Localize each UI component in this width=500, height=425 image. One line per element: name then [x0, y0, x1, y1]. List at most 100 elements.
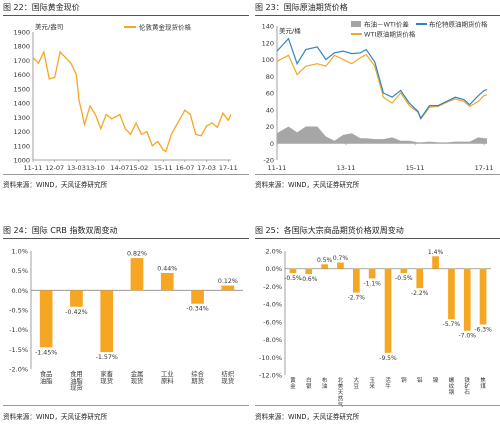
x-tick-label: 12-07 — [45, 164, 64, 172]
y-tick-label: -4.0% — [263, 301, 282, 309]
bar-commodity — [353, 268, 360, 293]
data-label: -0.6% — [300, 276, 318, 283]
source-rule — [255, 405, 500, 406]
data-label: 0.44% — [157, 266, 177, 273]
bar-commodity — [448, 268, 455, 320]
data-label: 0.82% — [127, 251, 147, 258]
y-tick-label: 2.0% — [265, 248, 282, 256]
bar-commodity — [479, 268, 487, 325]
data-label: -0.5% — [284, 275, 302, 282]
y-tick-label: 20 — [266, 123, 274, 131]
figure-title: 图 25：各国际大宗商品期货价格双周变动 — [255, 226, 404, 235]
figure-gold: 图 22：国际黄金现价 美元/盎司 1000 1100 1200 1300 1400 150… — [3, 2, 249, 192]
category-label: 焦煤 — [480, 376, 486, 390]
data-label: 1.4% — [428, 249, 444, 256]
y-tick-label: 1800 — [13, 43, 30, 51]
category-label: 布油 — [322, 376, 328, 390]
bar-crb — [130, 258, 144, 291]
category-label: 玉米 — [369, 377, 375, 390]
x-tick-label: 15-11 — [406, 164, 425, 172]
figure-source: 资料来源：WIND，天风证券研究所 — [3, 413, 108, 421]
bar-crb — [70, 290, 83, 307]
title-rule — [255, 15, 500, 16]
y-tick-label: 1600 — [13, 71, 30, 79]
category-label: 铝 — [417, 376, 423, 384]
y-tick-label: 1000 — [13, 157, 30, 165]
figure-source: 资料来源：WIND，天风证券研究所 — [3, 181, 108, 189]
category-label: 工业原料 — [161, 369, 174, 385]
legend-label: 布油－WTI价差 — [364, 20, 409, 29]
y-tick-label: 0.0% — [265, 265, 282, 273]
y-tick-label: 40 — [266, 106, 274, 114]
category-label: 纺织现货 — [222, 369, 235, 385]
y-tick-label: -1.5% — [9, 346, 28, 354]
oil-chart: 美元/桶 -20 0 20 40 60 80 100 120 140 11-11 13-11 15-11… — [262, 20, 494, 173]
data-label: -1.1% — [363, 280, 381, 287]
data-label: 0.12% — [218, 278, 238, 285]
data-label: 0.5% — [317, 257, 333, 264]
y-tick-label: -6.0% — [263, 318, 282, 326]
category-label: 食用油脂现货 — [70, 369, 83, 392]
data-label: -0.34% — [186, 306, 208, 313]
category-label: 金属现货 — [131, 369, 144, 385]
bar-commodity — [463, 268, 471, 331]
figure-source: 资料来源：WIND，天风证券研究所 — [255, 181, 360, 189]
x-tick-label: 15-02 — [129, 164, 148, 172]
figure-title: 图 23：国际原油期货价格 — [255, 3, 348, 12]
category-label: 家畜现货 — [100, 369, 113, 385]
y-tick-label: -10.0% — [259, 354, 282, 362]
bar-commodity — [384, 268, 392, 353]
x-tick-label: 17-11 — [219, 164, 238, 172]
crb-chart: -2.0% -1.5% -1.0% -0.5% 0.0% 0.5% 1.0% -1.45% 食品… — [9, 248, 243, 392]
data-label: -6.3% — [474, 327, 492, 334]
y-tick-label: 120 — [262, 39, 274, 47]
bar-crb — [100, 290, 114, 353]
category-label: 大豆 — [354, 376, 360, 390]
category-label: 铜 — [401, 376, 407, 384]
bar-crb — [160, 273, 174, 291]
y-tick-label: -12.0% — [259, 372, 282, 380]
y-tick-label: 0.0% — [11, 287, 28, 295]
category-label: 食品油脂 — [40, 369, 53, 385]
series-line-brent — [276, 37, 488, 120]
data-label: -1.57% — [96, 354, 118, 361]
y-tick-label: -0.5% — [9, 307, 28, 315]
series-line-wti — [276, 53, 488, 121]
y-tick-label: 1300 — [13, 114, 30, 122]
y-tick-label: -2.0% — [263, 283, 282, 291]
category-label: 北美天然气 — [338, 376, 344, 408]
category-label: 活牛 — [385, 376, 391, 390]
bar-crb — [39, 290, 53, 348]
bar-commodity — [400, 268, 408, 274]
bar-commodity — [368, 268, 376, 279]
category-label: 白银 — [306, 376, 312, 390]
category-label: 综合期货 — [191, 369, 204, 385]
y-tick-label: 1400 — [13, 100, 30, 108]
figure-title: 图 22：国际黄金现价 — [3, 3, 80, 12]
series-line-gold — [32, 49, 232, 153]
data-label: -1.45% — [35, 349, 57, 356]
figure-oil: 图 23：国际原油期货价格 美元/桶 -20 0 20 40 60 80 100 120 140 1… — [255, 2, 500, 192]
y-tick-label: 100 — [262, 56, 274, 64]
legend-swatch — [351, 21, 361, 27]
data-label: -2.7% — [348, 295, 366, 302]
y-unit-label: 美元/桶 — [279, 26, 301, 35]
y-tick-label: 1200 — [13, 128, 30, 136]
bar-commodity — [321, 264, 328, 269]
bar-commodity — [305, 268, 313, 274]
data-label: -0.42% — [65, 309, 87, 316]
y-tick-label: 1500 — [13, 85, 30, 93]
commodities-chart: -12.0% -10.0% -8.0% -6.0% -4.0% -2.0% 0.0% 2.0%… — [259, 248, 492, 409]
category-label: 铁矿石 — [464, 376, 470, 396]
title-rule — [255, 238, 500, 239]
y-tick-label: -8.0% — [263, 336, 282, 344]
source-rule — [3, 405, 249, 406]
bar-commodity — [337, 262, 344, 269]
figure-commodities: 图 25：各国际大宗商品期货价格双周变动 -12.0% -10.0% -8.0% -6… — [255, 225, 500, 423]
data-label: -9.5% — [379, 355, 397, 362]
y-tick-label: 1900 — [13, 29, 30, 37]
y-tick-label: 1700 — [13, 57, 30, 65]
category-label: 镍 — [433, 376, 439, 384]
y-tick-label: 1.0% — [11, 248, 28, 256]
bar-commodity — [432, 256, 439, 269]
